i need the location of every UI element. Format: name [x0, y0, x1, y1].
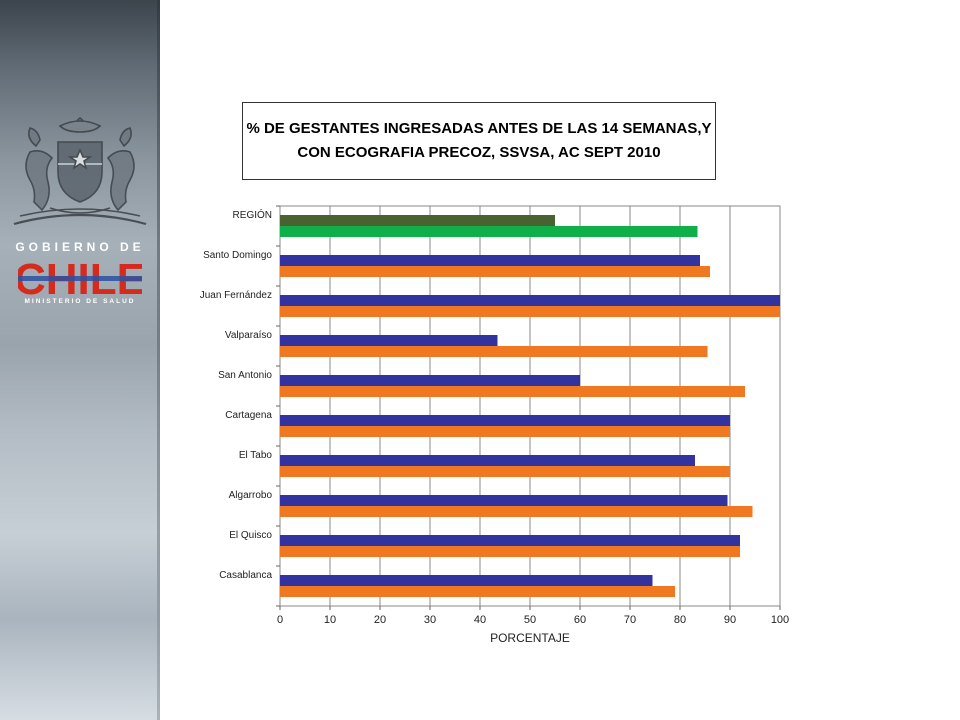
bar-series1	[280, 495, 728, 506]
chart-title-line-2: CON ECOGRAFIA PRECOZ, SSVSA, AC SEPT 201…	[297, 144, 661, 161]
bar-series1	[280, 255, 700, 266]
y-category-label: El Quisco	[229, 530, 272, 541]
x-tick-label: 50	[524, 614, 536, 626]
bar-series2	[280, 466, 730, 477]
x-tick-label: 10	[324, 614, 336, 626]
bar-series2	[280, 386, 745, 397]
bar-series2	[280, 306, 780, 317]
x-tick-label: 30	[424, 614, 436, 626]
x-tick-label: 40	[474, 614, 486, 626]
x-tick-label: 20	[374, 614, 386, 626]
y-category-label: Casablanca	[219, 570, 272, 581]
x-tick-label: 100	[771, 614, 789, 626]
y-category-label: Valparaíso	[225, 330, 273, 341]
bar-series1	[280, 575, 653, 586]
bar-series1	[280, 375, 580, 386]
sidebar-panel: GOBIERNO DE CHILE MINISTERIO DE SALUD	[0, 0, 160, 720]
chart-title-line-1: % DE GESTANTES INGRESADAS ANTES DE LAS 1…	[246, 120, 712, 137]
x-tick-label: 90	[724, 614, 736, 626]
bar-series2	[280, 586, 675, 597]
bar-series2	[280, 226, 698, 237]
bar-series1	[280, 535, 740, 546]
ministerio-text: MINISTERIO DE SALUD	[24, 298, 136, 305]
y-category-label: Algarrobo	[229, 490, 273, 501]
x-tick-label: 80	[674, 614, 686, 626]
x-tick-label: 60	[574, 614, 586, 626]
bar-series2	[280, 546, 740, 557]
x-axis-label: PORCENTAJE	[490, 631, 570, 645]
bar-series1	[280, 335, 498, 346]
bar-series1	[280, 215, 555, 226]
sidebar-edge	[157, 0, 160, 720]
y-category-label: El Tabo	[239, 450, 273, 461]
chart-title-box: % DE GESTANTES INGRESADAS ANTES DE LAS 1…	[242, 102, 716, 180]
gobierno-text: GOBIERNO DE	[15, 240, 145, 254]
bar-series2	[280, 346, 708, 357]
coat-of-arms-icon	[13, 117, 147, 226]
bar-series2	[280, 426, 730, 437]
x-tick-label: 0	[277, 614, 283, 626]
bar-series2	[280, 266, 710, 277]
chile-logo: CHILE	[18, 255, 142, 300]
bar-series2	[280, 506, 753, 517]
y-category-label: REGIÓN	[233, 208, 272, 221]
x-tick-label: 70	[624, 614, 636, 626]
bar-series1	[280, 455, 695, 466]
y-category-label: Juan Fernández	[200, 290, 272, 301]
y-category-label: Santo Domingo	[203, 250, 272, 261]
bar-chart: 0 10 20 30 40 50 60 70 80 90 100 REGIÓN Santo Doming…	[200, 205, 789, 645]
y-category-label: San Antonio	[218, 370, 272, 381]
y-category-label: Cartagena	[225, 410, 272, 421]
bar-series1	[280, 415, 730, 426]
bar-series1	[280, 295, 780, 306]
